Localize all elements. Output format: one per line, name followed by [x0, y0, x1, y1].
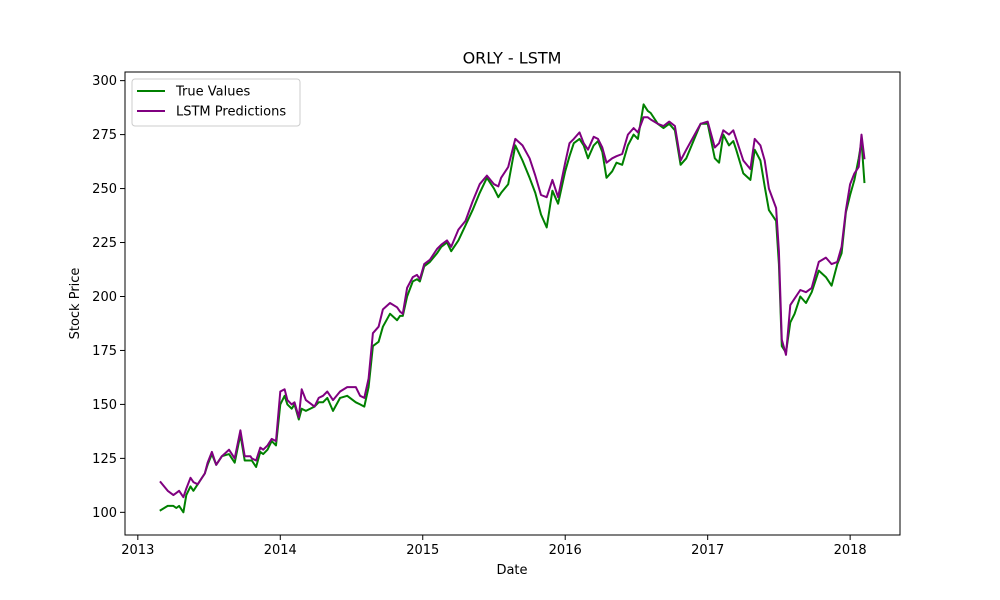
y-tick-label: 225	[92, 236, 117, 251]
series-line-true-values	[159, 103, 866, 514]
y-axis-title: Stock Price	[68, 268, 83, 340]
x-axis: 2013 2014 2015 2016 2017 2018	[121, 535, 867, 558]
series-line-lstm-predictions	[159, 116, 866, 499]
chart-title: ORLY - LSTM	[463, 49, 562, 68]
legend: True Values LSTM Predictions	[131, 78, 301, 127]
series-layer	[159, 103, 866, 514]
x-tick-label: 2016	[549, 543, 582, 558]
x-axis-title: Date	[496, 563, 527, 578]
legend-label-true-values: True Values	[175, 85, 250, 100]
y-tick-label: 100	[92, 506, 117, 521]
x-tick-label: 2017	[691, 543, 724, 558]
y-axis: 100 125 150 175 200 225 250 275 300	[92, 74, 125, 521]
y-tick-label: 250	[92, 182, 117, 197]
legend-box	[131, 78, 301, 127]
x-tick-label: 2014	[264, 543, 297, 558]
y-tick-label: 200	[92, 290, 117, 305]
y-tick-label: 150	[92, 398, 117, 413]
x-tick-label: 2018	[834, 543, 867, 558]
y-tick-label: 125	[92, 452, 117, 467]
y-tick-label: 300	[92, 74, 117, 89]
y-tick-label: 175	[92, 344, 117, 359]
x-tick-label: 2015	[406, 543, 439, 558]
legend-label-lstm-predictions: LSTM Predictions	[176, 105, 286, 120]
y-tick-label: 275	[92, 128, 117, 143]
plot-area-frame	[124, 71, 901, 536]
x-tick-label: 2013	[121, 543, 154, 558]
